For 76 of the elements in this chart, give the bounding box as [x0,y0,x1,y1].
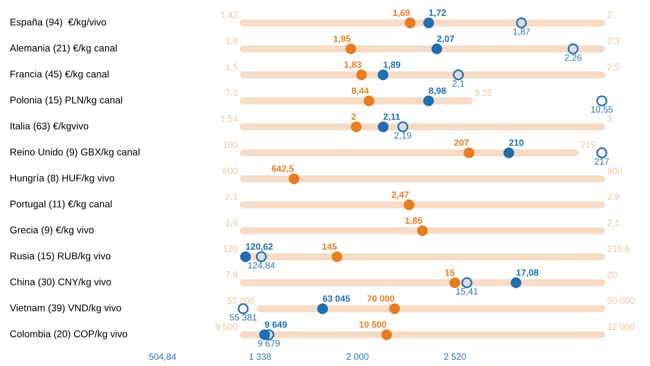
data-label: 55 381 [230,314,257,321]
category-label: Rusia (15) RUB/kg vivo [10,252,110,262]
category-label: Colombia (20) COP/kg vivo [10,330,128,340]
data-label: 120 [223,245,238,252]
data-label: 2,07 [437,36,454,44]
data-label: 1,83 [344,62,362,70]
data-label: 8,98 [428,87,446,96]
category-label: Reino Unido (9) GBX/kg canal [10,148,140,158]
data-label: 3 [608,116,612,122]
data-label: 2,1 [452,80,464,88]
data-label: 2,26 [564,54,582,62]
data-label: 63 045 [322,295,350,302]
data-label: 15,41 [456,288,478,296]
data-label: 1,95 [334,36,351,44]
data-label: 1,5 [226,64,238,72]
data-label: 70 000 [367,295,394,302]
data-label: 1,89 [384,62,400,70]
data-label: 600 [223,168,238,174]
data-label: 9 649 [264,321,287,328]
data-label: 17,08 [516,269,538,278]
data-label: 9 500 [216,323,238,330]
data-label: 57 000 [227,297,254,304]
data-label: 2,9 [608,193,620,201]
data-label: 2,1 [226,193,238,201]
data-label: 2,47 [392,191,409,200]
data-label: 2,5 [608,64,620,72]
data-label: 7,8 [226,271,238,279]
data-label: 120,62 [246,243,273,252]
data-label: 1,54 [220,116,238,124]
data-label: 10,55 [591,106,613,114]
data-label: 2 [351,113,356,120]
data-label: 12 000 [608,323,634,330]
data-label: 1,87 [513,28,530,36]
text: 504,84 [149,353,176,361]
data-label: 2,11 [384,113,400,122]
data-label: 7,3 [226,90,238,98]
category-label: Italia (63) €/kgvivo [10,122,88,132]
data-label: 2,19 [394,132,412,140]
data-label: 217 [594,158,609,165]
text: 2 520 [444,353,466,360]
data-label: 1,42 [220,12,238,20]
data-label: 210 [509,139,524,146]
category-label: China (30) CNY/kg vivo [10,278,111,288]
data-label: 190 [223,142,238,148]
category-label: Francia (45) €/kg canal [10,70,109,80]
data-label: 124,84 [248,262,275,270]
data-label: 1,72 [429,10,446,18]
category-label: Polonia (15) PLN/kg canal [10,96,122,106]
data-label: 1,85 [406,217,422,226]
data-label: 145 [322,243,337,250]
data-label: 215,6 [608,245,630,253]
category-label: Grecia (9) €/kg vivo [10,226,94,236]
category-label: Vietnam (39) VND/kg vivo [10,304,122,314]
data-label: 2,1 [608,219,620,227]
category-label: España (94) €/kg/vivo [10,18,106,28]
data-label: 642,5 [272,165,294,174]
text: 2 000 [346,353,368,360]
data-label: 1,6 [226,219,238,227]
data-label: 90 000 [608,297,634,304]
data-label: 1,8 [226,38,238,46]
data-label: 9,35 [475,90,492,98]
data-label: 900 [608,168,622,174]
data-label: 8,44 [352,87,369,96]
data-label: 15 [445,269,455,276]
category-label: Alemania (21) €/kg canal [10,44,117,54]
data-label: 2 [608,12,612,18]
data-label: 215 [581,142,596,148]
data-label: 2,3 [608,38,620,46]
data-label: 9 679 [258,340,280,347]
text: 1 338 [249,353,271,360]
category-label: Portugal (11) €/kg canal [10,200,112,210]
data-label: 10 500 [360,321,386,328]
data-label: 1,69 [393,10,410,18]
category-label: Hungría (8) HUF/kg vivo [10,174,114,184]
data-label: 20 [608,271,617,278]
data-label: 207 [454,139,469,146]
